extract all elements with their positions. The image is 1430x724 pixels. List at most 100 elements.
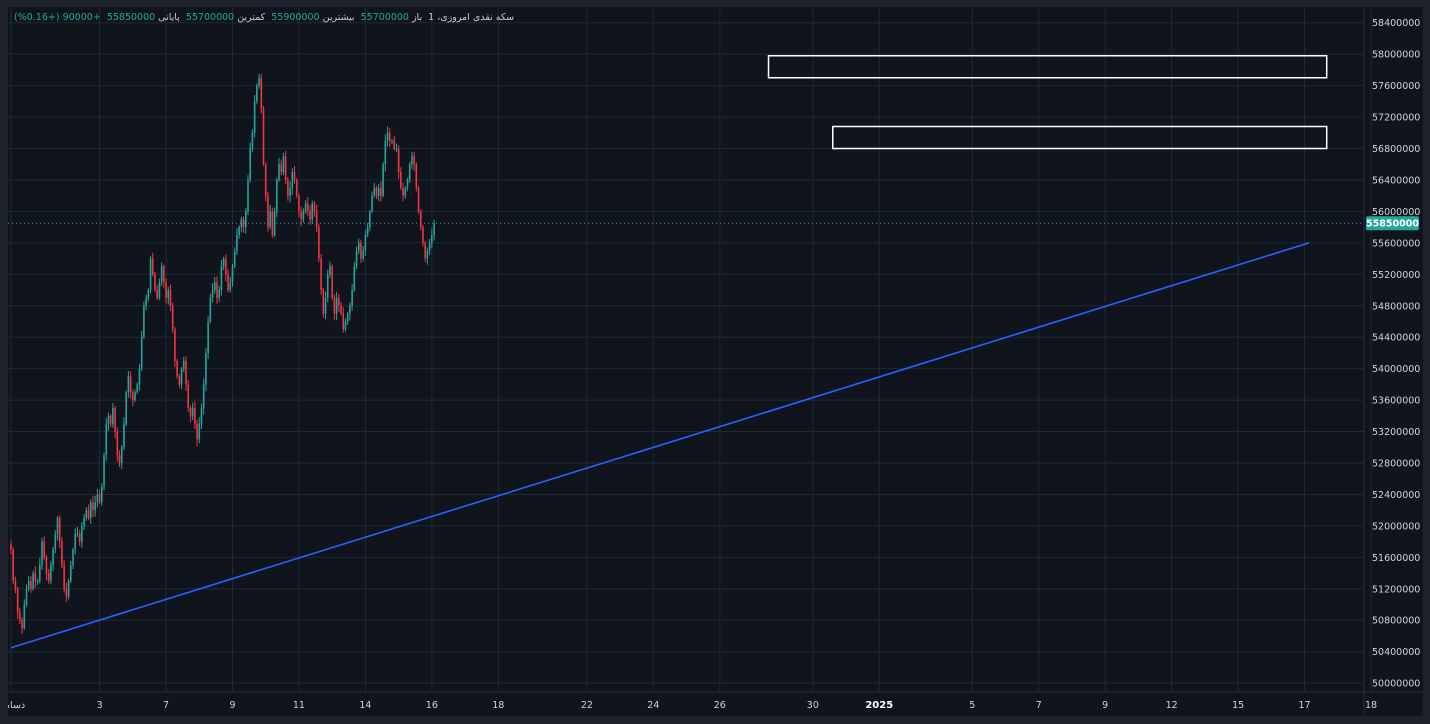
- candle-body: [196, 423, 198, 440]
- candle-body: [315, 211, 318, 228]
- candle-body: [127, 376, 130, 393]
- candle-body: [132, 392, 134, 401]
- candle-body: [45, 557, 48, 574]
- candle-body: [267, 195, 269, 228]
- candle-body: [94, 502, 96, 511]
- candle-body: [114, 407, 116, 432]
- legend-close-label: پایانی: [158, 12, 180, 23]
- candle-body: [300, 211, 302, 220]
- candle-body: [393, 140, 395, 149]
- candle-body: [322, 290, 325, 314]
- candle-body: [278, 164, 280, 180]
- candle-body: [238, 227, 240, 235]
- candle-body: [105, 423, 108, 456]
- candle-body: [291, 172, 294, 188]
- time-axis[interactable]: دسامبر 3 7 9 11 14 16 18 22 24 26 30 2025 5 7 9 12 15 17 18: [8, 691, 1423, 711]
- y-tick-label: 52000000: [1372, 521, 1420, 532]
- x-tick-label: 2025: [865, 700, 893, 711]
- x-tick-label: 18: [1365, 700, 1377, 711]
- candle-body: [50, 565, 52, 581]
- x-tick-label: دسامبر: [8, 700, 25, 711]
- candle-body: [302, 211, 305, 220]
- candle-body: [313, 203, 316, 212]
- candle-body: [406, 179, 409, 188]
- candle-body: [422, 227, 424, 243]
- y-tick-label: 50800000: [1372, 616, 1420, 627]
- candle-body: [216, 282, 218, 298]
- legend-close-value: 55850000: [106, 12, 156, 23]
- candle-body: [134, 392, 136, 401]
- candle-body: [222, 258, 225, 267]
- candle-body: [107, 415, 110, 424]
- y-tick-label: 55600000: [1372, 238, 1420, 249]
- candle-body: [251, 132, 254, 149]
- candle-body: [373, 187, 376, 196]
- candle-body: [233, 250, 236, 267]
- legend-open-label: باز: [411, 12, 423, 23]
- candle-body: [112, 407, 114, 424]
- candle-body: [269, 211, 271, 228]
- candle-body: [89, 502, 92, 519]
- candle-body: [218, 290, 221, 298]
- y-tick-label: 54000000: [1372, 364, 1420, 375]
- candle-body: [360, 242, 362, 259]
- candle-body: [174, 329, 176, 361]
- candle-body: [125, 392, 127, 424]
- candle-body: [320, 258, 322, 291]
- y-tick-label: 58000000: [1372, 50, 1420, 61]
- candle-body: [331, 266, 333, 298]
- y-tick-label: 56400000: [1372, 175, 1420, 186]
- candle-body: [76, 533, 79, 535]
- candle-body: [346, 313, 349, 322]
- candle-body: [391, 140, 393, 142]
- chart-canvas[interactable]: 50000000 50400000 50800000 51200000 51600000…: [8, 7, 1423, 716]
- candle-body: [185, 360, 187, 385]
- candle-body: [58, 518, 61, 542]
- candle-body: [27, 580, 30, 589]
- candle-body: [202, 384, 205, 408]
- candle-body: [400, 172, 402, 188]
- candle-body: [413, 156, 415, 165]
- y-tick-label: 54800000: [1372, 301, 1420, 312]
- y-tick-label: 53200000: [1372, 427, 1420, 438]
- candle-body: [81, 525, 83, 542]
- candle-body: [329, 266, 331, 275]
- candle-body: [147, 290, 150, 298]
- drawings[interactable]: [8, 54, 1364, 649]
- candle-body: [262, 109, 265, 165]
- candle-body: [225, 258, 227, 275]
- candle-body: [366, 227, 369, 235]
- symbol-legend: سکه نقدی امروزی، 1 باز55700000 بیشترین55…: [14, 12, 517, 23]
- candle-body: [70, 565, 72, 581]
- y-tick-label: 56800000: [1372, 144, 1420, 155]
- y-tick-label: 57600000: [1372, 81, 1420, 92]
- grid: [8, 7, 1372, 691]
- candle-body: [149, 258, 152, 291]
- candle-body: [52, 549, 54, 566]
- candle-body: [287, 179, 289, 196]
- candle-body: [129, 376, 132, 393]
- candle-body: [34, 573, 37, 581]
- candle-body: [25, 588, 28, 605]
- price-axis[interactable]: 50000000 50400000 50800000 51200000 51600000…: [1363, 7, 1420, 716]
- candle-body: [187, 384, 189, 408]
- candle-body: [349, 305, 351, 314]
- x-tick-label: 16: [426, 700, 438, 711]
- candle-body: [30, 580, 32, 589]
- candle-body: [404, 187, 407, 196]
- candle-body: [424, 242, 427, 259]
- candle-body: [160, 266, 163, 283]
- candle-body: [397, 148, 400, 173]
- candle-body: [340, 305, 342, 314]
- y-tick-label: 51600000: [1372, 553, 1420, 564]
- candle-body: [338, 297, 340, 306]
- candle-body: [136, 384, 139, 393]
- candle-body: [247, 179, 249, 212]
- candle-body: [47, 573, 50, 581]
- candle-body: [220, 266, 223, 291]
- candle-body: [109, 415, 112, 424]
- candle-body: [67, 580, 70, 597]
- candle-body: [63, 565, 65, 589]
- chart-panel[interactable]: 50000000 50400000 50800000 51200000 51600000…: [8, 7, 1423, 716]
- y-tick-label: 50000000: [1372, 679, 1420, 690]
